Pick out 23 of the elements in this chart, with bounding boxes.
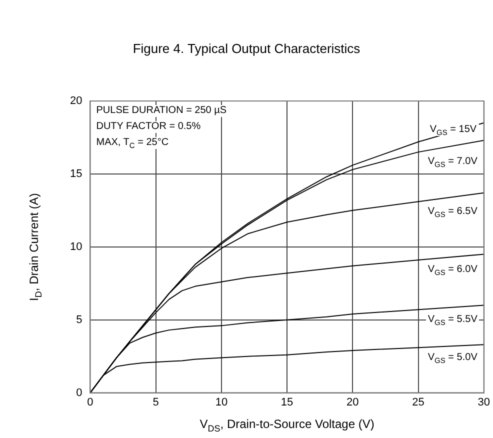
y-tick-label: 15 bbox=[70, 168, 82, 180]
x-tick-label: 20 bbox=[346, 396, 359, 408]
series-label: V$_{GS}$ = 7.0V bbox=[426, 156, 480, 170]
x-tick-label: 15 bbox=[280, 396, 294, 408]
y-tick-label: 0 bbox=[76, 386, 82, 399]
y-tick-label: 10 bbox=[70, 240, 82, 253]
y-tick-label: 5 bbox=[76, 314, 82, 326]
series-label: V$_{GS}$ = 6.5V bbox=[426, 206, 480, 219]
x-tick-label: 30 bbox=[478, 396, 490, 408]
annotation: DUTY FACTOR = 0.5% bbox=[94, 121, 203, 133]
chart-title: Figure 4. Typical Output Characteristics bbox=[132, 41, 362, 56]
y-tick-label: 20 bbox=[70, 95, 82, 108]
x-tick-label: 10 bbox=[215, 396, 228, 408]
x-tick-label: 25 bbox=[412, 396, 424, 408]
x-axis-title: V$_{DS}$, Drain-to-Source Voltage (V) bbox=[198, 417, 376, 434]
series-label: V$_{GS}$ = 5.0V bbox=[426, 352, 480, 365]
series-label: V$_{GS}$ = 6.0V bbox=[426, 264, 480, 278]
series-label: V$_{GS}$ = 5.5V bbox=[426, 314, 480, 327]
annotation: PULSE DURATION = 250 µS bbox=[94, 105, 229, 117]
annotation: MAX, T$_{C}$ = 25°C bbox=[94, 137, 171, 150]
series-label: V$_{GS}$ = 15V bbox=[428, 124, 479, 137]
x-tick-label: 0 bbox=[87, 396, 94, 408]
x-tick-label: 5 bbox=[152, 396, 159, 408]
